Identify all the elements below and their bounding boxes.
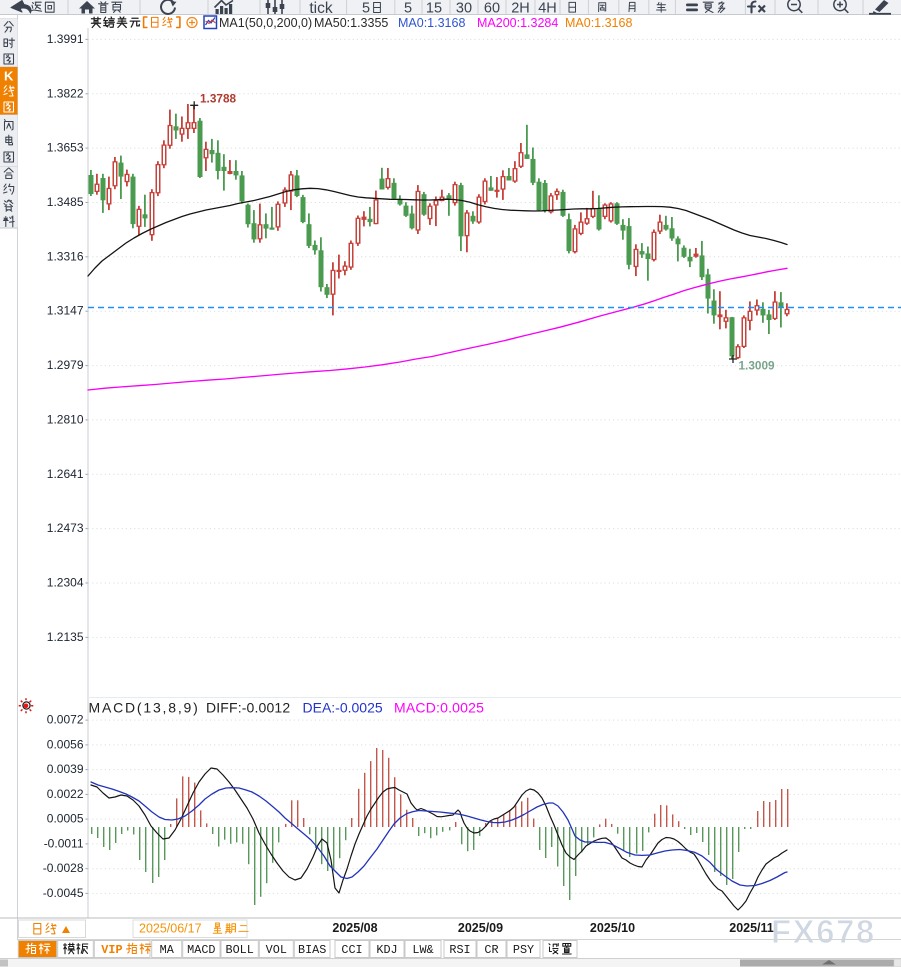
svg-text:1.3822: 1.3822 xyxy=(47,86,84,100)
svg-text:PSY: PSY xyxy=(513,943,534,957)
svg-text:DIFF:-0.0012: DIFF:-0.0012 xyxy=(206,700,290,716)
svg-text:MA1(50,0,200,0): MA1(50,0,200,0) xyxy=(219,16,312,30)
svg-text:0.0072: 0.0072 xyxy=(47,713,84,727)
svg-text:2025/11: 2025/11 xyxy=(729,921,774,935)
svg-text:1.2473: 1.2473 xyxy=(47,521,84,535)
svg-text:0.0005: 0.0005 xyxy=(47,812,84,826)
svg-text:BOLL: BOLL xyxy=(225,943,253,957)
svg-text:4H: 4H xyxy=(538,1,557,17)
svg-text:2H: 2H xyxy=(511,1,530,17)
svg-text:CCI: CCI xyxy=(341,943,362,957)
svg-text:LW&: LW& xyxy=(412,943,433,957)
svg-text:1.3653: 1.3653 xyxy=(47,141,84,155)
svg-text:MACD: MACD xyxy=(187,943,215,957)
svg-text:2025/09: 2025/09 xyxy=(458,921,503,935)
svg-text:2025/10: 2025/10 xyxy=(590,921,635,935)
svg-text:5: 5 xyxy=(362,1,370,17)
svg-text:1.3316: 1.3316 xyxy=(47,249,84,263)
svg-text:60: 60 xyxy=(484,1,500,17)
svg-text:0.0039: 0.0039 xyxy=(47,762,84,776)
svg-text:1.2304: 1.2304 xyxy=(47,576,84,590)
svg-text:15: 15 xyxy=(426,1,442,17)
svg-text:5: 5 xyxy=(404,1,412,17)
svg-text:2025/06/17: 2025/06/17 xyxy=(139,922,202,936)
svg-text:1.3147: 1.3147 xyxy=(47,304,84,318)
svg-text:-0.0045: -0.0045 xyxy=(43,886,84,900)
svg-text:CR: CR xyxy=(484,943,498,957)
svg-text:tick: tick xyxy=(309,0,333,17)
svg-text:1.2979: 1.2979 xyxy=(47,358,84,372)
svg-text:1.3788: 1.3788 xyxy=(200,92,237,106)
svg-text:0.0022: 0.0022 xyxy=(47,787,84,801)
svg-text:VIP: VIP xyxy=(101,943,122,957)
svg-text:MA0:1.3168: MA0:1.3168 xyxy=(565,16,632,30)
svg-text:1.3485: 1.3485 xyxy=(47,195,84,209)
svg-text:-0.0011: -0.0011 xyxy=(44,836,84,850)
svg-text:-0.0028: -0.0028 xyxy=(43,861,84,875)
svg-text:MA200:1.3284: MA200:1.3284 xyxy=(477,16,558,30)
svg-text:1.2135: 1.2135 xyxy=(47,630,84,644)
svg-text:1.2641: 1.2641 xyxy=(47,467,84,481)
svg-text:MA50:1.3355: MA50:1.3355 xyxy=(314,16,388,30)
svg-text:1.3991: 1.3991 xyxy=(47,32,84,46)
svg-text:VOL: VOL xyxy=(266,943,287,957)
svg-text:KDJ: KDJ xyxy=(376,943,397,957)
svg-text:1.3009: 1.3009 xyxy=(739,359,776,373)
svg-text:2025/08: 2025/08 xyxy=(332,921,377,935)
svg-text:MA: MA xyxy=(160,943,175,957)
svg-text:30: 30 xyxy=(456,1,472,17)
svg-text:1.2810: 1.2810 xyxy=(47,412,84,426)
svg-text:MA0:1.3168: MA0:1.3168 xyxy=(398,16,465,30)
svg-text:MACD(13,8,9): MACD(13,8,9) xyxy=(89,700,200,716)
svg-text:MACD:0.0025: MACD:0.0025 xyxy=(394,700,484,716)
svg-text:K: K xyxy=(4,68,14,83)
svg-text:BIAS: BIAS xyxy=(298,943,326,957)
svg-text:DEA:-0.0025: DEA:-0.0025 xyxy=(303,700,383,716)
svg-text:RSI: RSI xyxy=(449,943,470,957)
svg-text:0.0056: 0.0056 xyxy=(47,737,84,751)
svg-text:FX678: FX678 xyxy=(771,913,876,950)
